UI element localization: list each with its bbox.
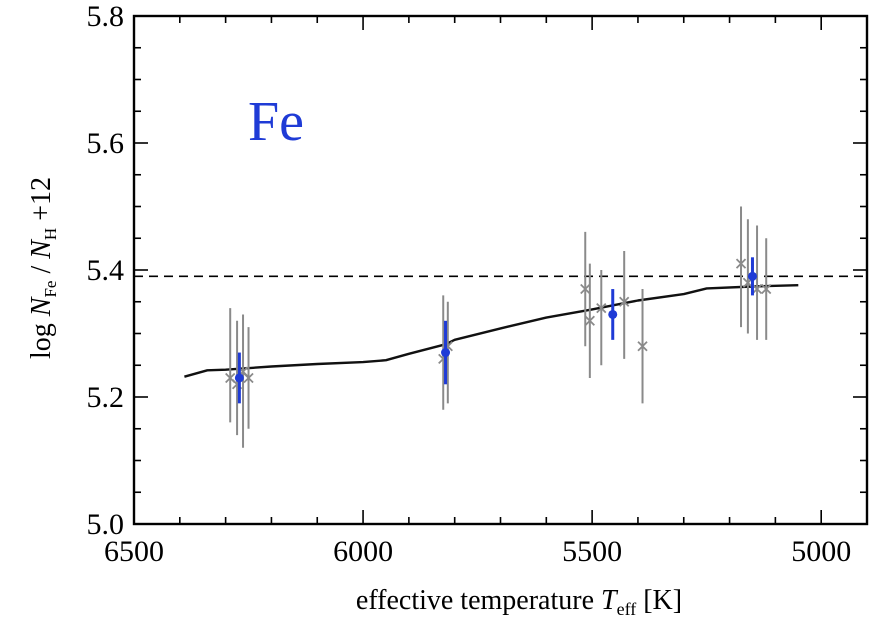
gray-point xyxy=(580,283,591,295)
y-tick-label: 5.0 xyxy=(87,508,125,541)
gray-point xyxy=(584,315,595,326)
gray-point xyxy=(735,258,747,269)
y-axis-label-n2-sub: H xyxy=(41,228,60,240)
tick-layer: 6500 6000 5500 5000 5.0 5.2 5.4 5.6 5.8 xyxy=(87,0,868,568)
y-axis-label-n2: N xyxy=(26,239,57,260)
blue-point xyxy=(608,309,618,319)
y-axis-label-prefix: log xyxy=(26,316,57,359)
element-annotation: Fe xyxy=(248,91,304,153)
gray-point xyxy=(751,283,763,295)
gray-point xyxy=(637,341,648,352)
y-tick-label: 5.4 xyxy=(87,254,125,287)
y-axis-label-n1: N xyxy=(26,296,57,317)
blue-points-layer xyxy=(234,257,757,404)
x-axis-label-symbol: T xyxy=(601,585,619,616)
x-tick-label: 6500 xyxy=(104,535,164,568)
blue-point xyxy=(234,373,244,383)
x-axis-label-prefix: effective temperature xyxy=(356,585,601,616)
y-axis-label-slash: / xyxy=(26,259,57,281)
gray-points-layer xyxy=(225,206,772,448)
x-tick-label: 6000 xyxy=(333,535,393,568)
y-axis-label: log NFe / NH +12 xyxy=(26,177,60,359)
model-curve-layer xyxy=(184,284,799,378)
gray-point xyxy=(243,372,254,384)
x-tick-label: 5000 xyxy=(791,535,851,568)
y-tick-label: 5.2 xyxy=(87,381,125,414)
blue-point xyxy=(747,271,757,281)
x-axis-label-subscript: eff xyxy=(617,599,637,619)
y-tick-label: 5.8 xyxy=(87,0,125,33)
y-axis-label-n1-sub: Fe xyxy=(41,281,60,298)
model-curve xyxy=(184,284,799,378)
gray-point xyxy=(761,283,772,295)
x-axis-label: effective temperature Teff [K] xyxy=(356,585,682,619)
gray-point xyxy=(619,296,630,307)
blue-point xyxy=(441,348,451,358)
x-axis-label-unit: [K] xyxy=(636,585,682,616)
y-axis-label-suffix: +12 xyxy=(26,177,57,228)
gray-point xyxy=(596,302,607,314)
x-tick-label: 5500 xyxy=(562,535,622,568)
y-tick-label: 5.6 xyxy=(87,127,125,160)
